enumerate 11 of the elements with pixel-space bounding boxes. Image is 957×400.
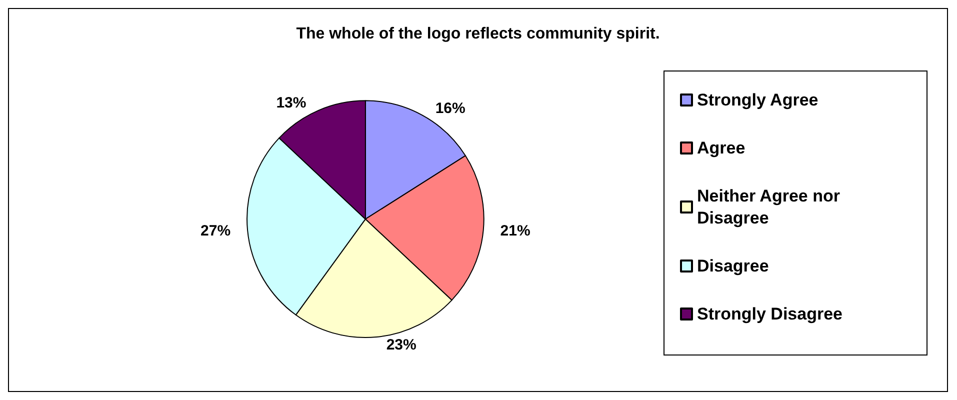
chart-title: The whole of the logo reflects community spirit. [296, 26, 660, 42]
legend-label: Strongly Agree [697, 90, 818, 110]
legend-label: Disagree [697, 256, 769, 276]
data-label: 23% [386, 336, 416, 354]
data-label: 21% [500, 222, 530, 240]
legend-label: Neither Agree nor Disagree [697, 186, 845, 228]
data-label: 16% [435, 100, 466, 117]
legend-label: Agree [697, 138, 746, 158]
data-label: 13% [276, 94, 306, 112]
legend-label: Strongly Disagree [697, 304, 842, 324]
data-label: 27% [200, 222, 231, 240]
